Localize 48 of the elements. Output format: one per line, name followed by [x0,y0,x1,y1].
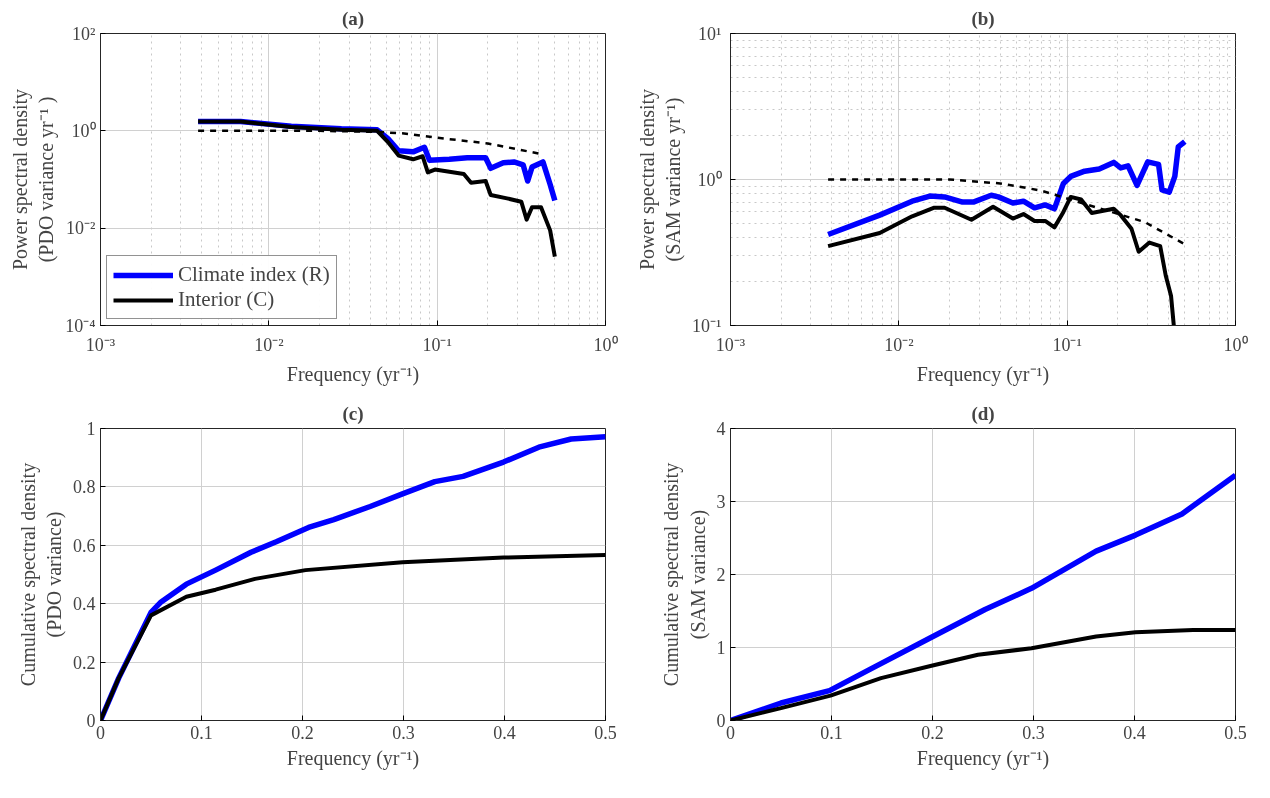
x-tick-label: 10⁰ [593,334,618,355]
y-tick-label: 1 [86,419,96,439]
x-tick-label: 10⁻² [884,334,914,355]
y-tick-label: 10⁰ [697,169,722,190]
y-tick-label: 10² [72,23,96,44]
y-tick-label: 2 [716,565,726,585]
x-tick-label: 0.3 [392,722,415,743]
x-axis-title: Frequency (yr⁻¹) [286,362,420,386]
y-tick-label: 0.8 [73,477,96,498]
y-tick-label: 10¹ [698,23,722,44]
x-tick-label: 10⁰ [1223,334,1248,355]
y-tick-label: 4 [716,419,726,439]
y-axis-title: Power spectral density (PDO variance yr⁻¹ ) [8,88,59,271]
y-axis-title: Power spectral density (SAM variance yr⁻¹) [635,88,686,271]
y-tick-label: 1 [716,638,726,658]
legend-label: Interior (C) [178,287,275,312]
y-tick-label: 10⁰ [71,120,96,141]
chart-title: (b) [971,7,995,30]
x-tick-label: 0.3 [1022,722,1045,743]
chart-title: (c) [342,402,364,425]
x-tick-label: 0.2 [921,722,944,743]
x-tick-label: 0.2 [291,722,314,743]
x-axis-title: Frequency (yr⁻¹) [916,746,1050,770]
y-tick-label: 0.6 [73,535,96,556]
y-tick-label: 0.2 [73,652,96,673]
x-axis-title: Frequency (yr⁻¹) [286,746,420,770]
x-tick-label: 10⁻³ [85,334,116,355]
y-tick-label: 10⁻¹ [692,315,722,336]
x-tick-label: 0.5 [1224,722,1247,743]
x-tick-label: 10⁻¹ [422,334,452,355]
x-tick-label: 0.4 [493,722,516,743]
chart-title: (d) [971,402,995,425]
legend-label: Climate index (R) [178,262,330,287]
x-axis-title: Frequency (yr⁻¹) [916,362,1050,386]
y-axis-title: Cumulative spectral density (PDO variance) [16,462,66,687]
y-tick-label: 10⁻² [66,218,96,239]
x-tick-label: 0.4 [1123,722,1146,743]
x-tick-label: 10⁻¹ [1052,334,1082,355]
x-tick-label: 0.5 [594,722,617,743]
y-tick-label: 3 [716,492,726,512]
x-tick-label: 0.1 [820,722,843,743]
y-axis-title: Cumulative spectral density (SAM variance) [660,462,710,687]
x-tick-label: 0.1 [190,722,213,743]
y-tick-label: 0.4 [73,594,96,615]
y-tick-label: 10⁻⁴ [65,315,96,336]
x-tick-label: 10⁻³ [715,334,746,355]
chart-title: (a) [341,7,365,30]
x-tick-label: 10⁻² [254,334,284,355]
